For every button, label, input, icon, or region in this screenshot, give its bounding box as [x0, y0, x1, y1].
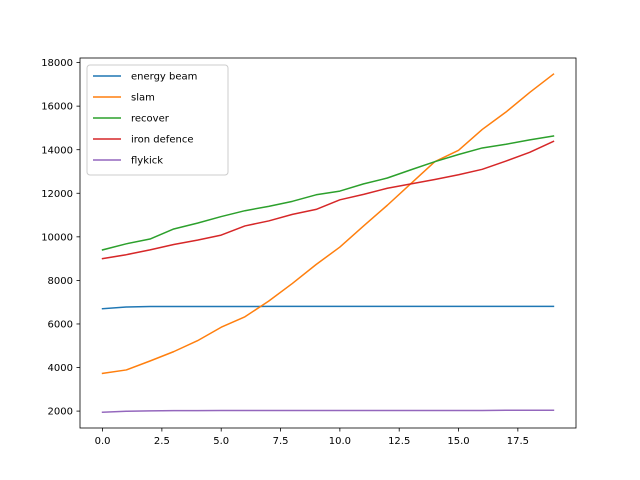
series-line-energy-beam	[101, 305, 555, 310]
legend-label: recover	[131, 114, 170, 125]
y-tick-label: 4000	[48, 363, 73, 374]
legend-label: iron defence	[131, 135, 193, 146]
x-tick-label: 2.5	[154, 436, 170, 447]
y-tick-label: 16000	[41, 102, 73, 113]
x-tick-label: 10.0	[329, 436, 351, 447]
y-tick-label: 18000	[41, 58, 73, 69]
legend: energy beam slam recover iron defence flykic…	[86, 64, 229, 176]
y-axis: 2000 4000 6000 8000 10000 12000 14000 16000 1800…	[41, 58, 80, 418]
x-tick-label: 12.5	[388, 436, 410, 447]
x-axis: 0.0 2.5 5.0 7.5 10.0 12.5 15.0 17.5	[95, 428, 529, 447]
series-line-slam	[101, 73, 555, 375]
y-tick-label: 14000	[41, 145, 73, 156]
legend-box	[86, 64, 229, 176]
legend-label: slam	[131, 93, 155, 104]
legend-label: energy beam	[131, 72, 197, 83]
y-tick-label: 12000	[41, 189, 73, 200]
x-tick-label: 7.5	[273, 436, 289, 447]
x-tick-label: 17.5	[507, 436, 529, 447]
y-tick-label: 2000	[48, 407, 73, 418]
series-line-iron-defence	[101, 140, 555, 260]
y-tick-label: 10000	[41, 232, 73, 243]
x-tick-label: 5.0	[213, 436, 229, 447]
legend-label: flykick	[131, 156, 163, 167]
plot-frame	[79, 57, 577, 429]
plot-lines	[101, 73, 555, 413]
x-tick-label: 0.0	[95, 436, 111, 447]
series-line-recover	[101, 135, 555, 251]
y-tick-label: 8000	[48, 276, 73, 287]
x-tick-label: 15.0	[447, 436, 469, 447]
y-tick-label: 6000	[48, 320, 73, 331]
series-line-flykick	[101, 409, 555, 413]
